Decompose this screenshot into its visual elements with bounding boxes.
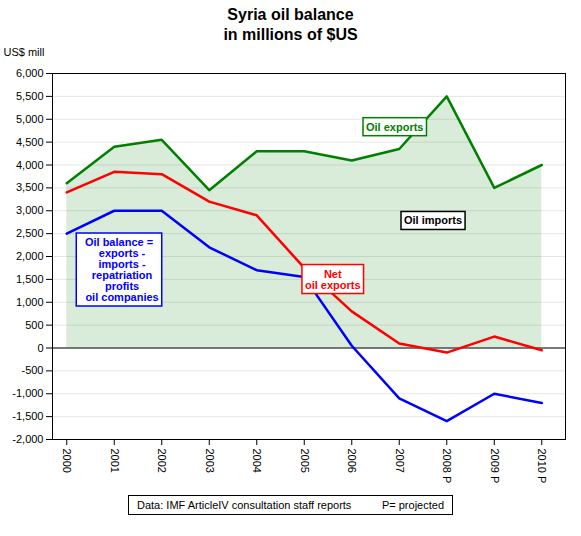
html-text:Syria oil balance in millions: Syria oil balance in millions of $US [223,6,358,43]
svg-text:-1,500: -1,500 [12,410,43,422]
svg-text:3,500: 3,500 [16,181,44,193]
svg-text:1,500: 1,500 [16,273,44,285]
svg-text:2004: 2004 [251,449,263,473]
svg-text:-2,000: -2,000 [12,433,43,445]
svg-text:6,000: 6,000 [16,67,44,79]
svg-text:1,000: 1,000 [16,296,44,308]
svg-text:4,500: 4,500 [16,136,44,148]
svg-text:2005: 2005 [299,449,311,473]
svg-text:2010 P: 2010 P [536,449,548,484]
svg-text:Oil exports: Oil exports [366,121,423,133]
svg-text:2008 P: 2008 P [441,449,453,484]
svg-text:2007: 2007 [394,449,406,473]
svg-text:4,000: 4,000 [16,159,44,171]
svg-text:2003: 2003 [204,449,216,473]
svg-text:2009 P: 2009 P [489,449,501,484]
svg-text:500: 500 [25,319,43,331]
svg-text:Netoil exports: Netoil exports [305,268,361,291]
svg-text:-500: -500 [21,364,43,376]
svg-text:Oil imports: Oil imports [404,214,462,226]
svg-text:2,000: 2,000 [16,250,44,262]
svg-text:-1,000: -1,000 [12,387,43,399]
svg-text:2001: 2001 [109,449,121,473]
svg-text:2,500: 2,500 [16,227,44,239]
svg-text:US$ mill: US$ mill [4,46,45,58]
svg-text:2006: 2006 [346,449,358,473]
svg-text:2000: 2000 [61,449,73,473]
svg-text:Oil balance = exports - impo: Oil balance = exports - imports - repatr… [79,236,158,303]
html-text:Data: IMF ArticleIV consultati: Data: IMF ArticleIV consultation staff r… [137,499,444,511]
svg-text:0: 0 [37,342,43,354]
svg-text:2002: 2002 [156,449,168,473]
svg-text:3,000: 3,000 [16,204,44,216]
svg-text:5,500: 5,500 [16,90,44,102]
svg-text:5,000: 5,000 [16,113,44,125]
